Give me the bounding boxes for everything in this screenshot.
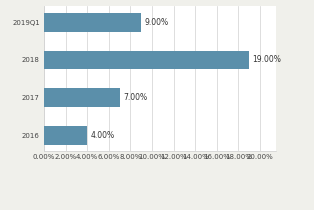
Text: 7.00%: 7.00% (123, 93, 147, 102)
Bar (44, 13, 141, 32)
Text: 9.00%: 9.00% (144, 18, 169, 27)
Bar (44, 88, 120, 107)
Bar (44, 126, 87, 145)
Text: 19.00%: 19.00% (252, 55, 281, 64)
Text: 4.00%: 4.00% (90, 131, 115, 140)
Bar (44, 51, 249, 69)
